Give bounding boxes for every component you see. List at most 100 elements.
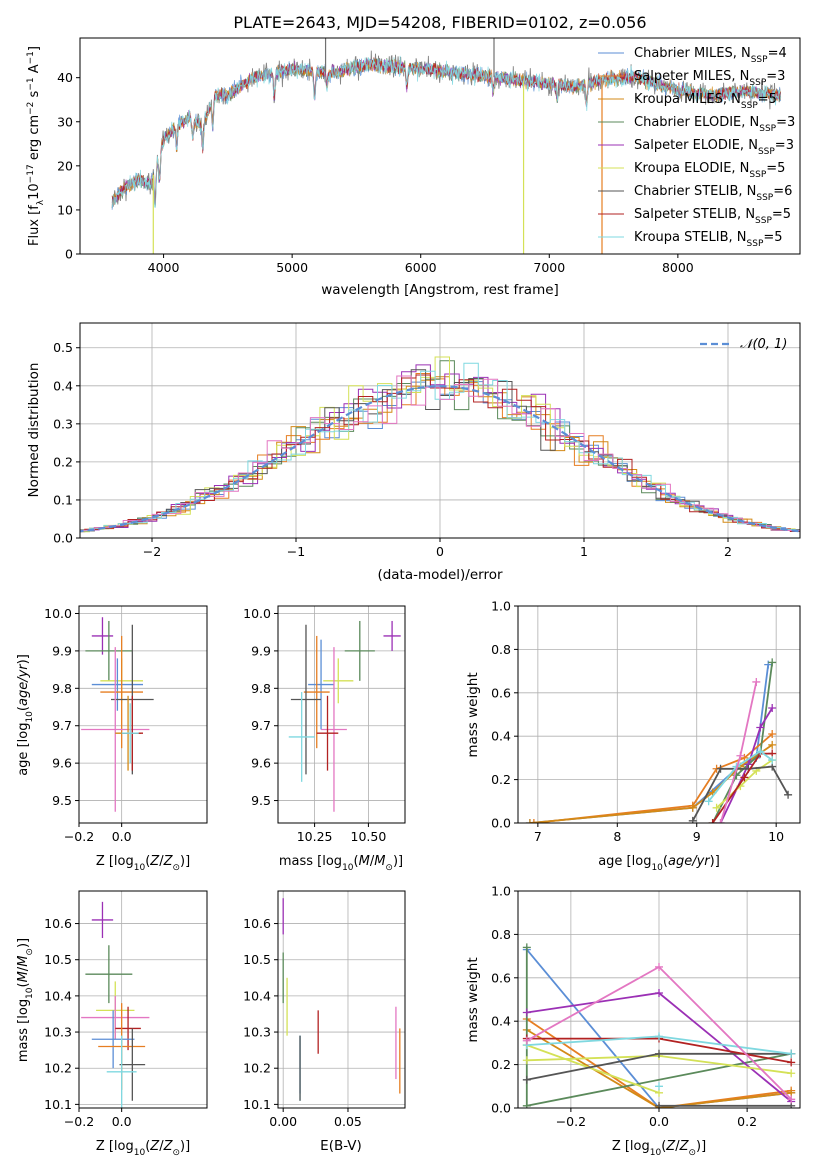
- plus-marker: [655, 1101, 663, 1108]
- y-tick-label: 10.0: [243, 606, 271, 621]
- legend-entry: 𝒩(0, 1): [740, 337, 787, 352]
- x-tick-label: 0.0: [112, 829, 132, 844]
- legend: Chabrier MILES, NSSP=4 Salpeter MILES, NS…: [598, 46, 795, 249]
- plus-marker: [655, 1049, 663, 1058]
- y-tick-label: 10.3: [243, 1025, 271, 1040]
- y-axis-label: Normed distribution: [26, 363, 42, 498]
- axes-frame: [517, 605, 801, 824]
- y-tick-label: 9.5: [52, 793, 72, 808]
- plus-marker: [784, 790, 793, 799]
- legend-entry: Kroupa ELODIE, NSSP=5: [634, 161, 785, 180]
- axes-frame: [79, 37, 801, 255]
- spectrum-line: [111, 55, 782, 209]
- x-tick-label: 0.00: [269, 1114, 297, 1129]
- plus-marker: [522, 1036, 531, 1045]
- y-tick-label: 0.4: [491, 729, 511, 744]
- axes-spectrum: 4000 5000 6000 7000 8000 0 10 20 30 40 wavelength …: [26, 37, 801, 298]
- axes-residuals: −2 −1 0 1 2 0.0 0.1 0.2 0.3 0.4 0.5 𝒩(0, 1) (data-mo…: [26, 322, 801, 583]
- x-tick-label: 0.2: [737, 1114, 757, 1129]
- y-tick-label: 1.0: [491, 599, 511, 614]
- y-tick-label: 0.2: [53, 454, 73, 469]
- plot-area-age-vs-mass: [288, 620, 401, 812]
- axes-frame: [78, 605, 208, 824]
- x-axis-label: Z [log10(Z/Z⊙)]: [96, 854, 190, 873]
- axes-frame: [78, 890, 208, 1109]
- histogram-series: [80, 356, 800, 533]
- x-tick-label: −2: [143, 544, 161, 559]
- weight-line: [526, 1018, 792, 1108]
- x-axis-label: E(B-V): [320, 1138, 362, 1154]
- x-tick-label: 4000: [148, 260, 180, 275]
- legend-entry: Kroupa STELIB, NSSP=5: [634, 230, 783, 249]
- y-tick-label: 0.4: [491, 1014, 511, 1029]
- plus-marker: [708, 819, 717, 823]
- y-tick-label: 0.8: [491, 927, 511, 942]
- weight-line: [711, 752, 773, 823]
- plus-marker: [768, 658, 777, 667]
- y-tick-label: 9.7: [251, 718, 271, 733]
- plus-marker: [655, 1032, 663, 1041]
- x-tick-label: 5000: [276, 260, 308, 275]
- y-tick-label: 10.4: [44, 988, 72, 1003]
- plus-marker: [756, 723, 765, 732]
- y-tick-label: 0.0: [491, 816, 511, 831]
- weight-line: [719, 707, 773, 823]
- plus-marker: [655, 962, 663, 971]
- plus-marker: [768, 703, 777, 712]
- plus-marker: [712, 803, 721, 812]
- y-tick-label: 10.1: [243, 1097, 271, 1112]
- x-tick-label: 0: [436, 544, 444, 559]
- plus-marker: [787, 1058, 796, 1067]
- plus-marker: [688, 803, 697, 812]
- y-tick-label: 0.0: [53, 531, 73, 546]
- y-tick-label: 9.9: [52, 643, 72, 658]
- x-tick-label: −1: [287, 544, 305, 559]
- plot-area-age-vs-Z: [81, 617, 154, 812]
- x-tick-label: 1: [580, 544, 588, 559]
- y-tick-label: 0.6: [491, 685, 511, 700]
- weight-line: [529, 744, 773, 823]
- x-tick-label: 0.05: [334, 1114, 362, 1129]
- legend-entry: Chabrier STELIB, NSSP=6: [634, 184, 792, 203]
- x-axis-label: Z [log10(Z/Z⊙)]: [612, 1139, 706, 1158]
- x-tick-label: −0.2: [64, 829, 94, 844]
- plot-area-massweight-vs-age: [525, 658, 793, 823]
- legend-entry: Salpeter ELODIE, NSSP=3: [634, 138, 794, 157]
- y-tick-label: 10.1: [44, 1097, 72, 1112]
- axes-age-vs-Z: −0.2 0.0 9.5 9.6 9.7 9.8 9.9 10.0 Z [log10(Z/Z⊙)…: [16, 605, 208, 873]
- y-tick-label: 0.3: [53, 416, 73, 431]
- x-tick-label: 0.0: [112, 1114, 132, 1129]
- legend-entry: Chabrier ELODIE, NSSP=3: [634, 115, 795, 134]
- legend-entry: Salpeter MILES, NSSP=3: [634, 69, 785, 88]
- axes-massweight-vs-Z: −0.2 0.0 0.2 0.0 0.2 0.4 0.6 0.8 1.0 Z [log10(Z/Z…: [465, 884, 801, 1158]
- axes-age-vs-mass: 10.25 10.50 9.5 9.6 9.7 9.8 9.9 10.0 mass [log10…: [243, 605, 406, 873]
- y-tick-label: 0.0: [491, 1101, 511, 1116]
- plus-marker: [736, 751, 745, 760]
- y-tick-label: 10.3: [44, 1025, 72, 1040]
- axes-frame: [277, 605, 406, 824]
- plus-marker: [529, 819, 538, 823]
- weight-line: [707, 750, 773, 802]
- x-tick-label: 9: [693, 829, 701, 844]
- x-tick-label: 8: [613, 829, 621, 844]
- plot-area-mass-vs-Z: [81, 901, 150, 1108]
- plot-group: 4000 5000 6000 7000 8000010203040wavelength …: [16, 37, 801, 1158]
- y-tick-label: 40: [57, 70, 73, 85]
- y-tick-label: 0: [65, 247, 73, 262]
- plus-marker: [768, 740, 777, 749]
- normal-curve: [80, 385, 800, 533]
- x-tick-label: 7: [534, 829, 542, 844]
- plus-marker: [740, 773, 749, 782]
- y-axis-label: Flux [fλ10−17 erg cm−2 s−1 A−1]: [26, 46, 46, 246]
- y-tick-label: 0.5: [53, 340, 73, 355]
- plus-marker: [522, 1056, 531, 1065]
- y-tick-label: 0.8: [491, 642, 511, 657]
- axes-frame: [277, 890, 406, 1109]
- plus-marker: [752, 677, 761, 686]
- plus-marker: [768, 756, 777, 765]
- plus-marker: [655, 1082, 663, 1091]
- y-tick-label: 0.6: [491, 970, 511, 985]
- x-axis-label: (data-model)/error: [377, 567, 503, 583]
- x-axis-label: mass [log10(M/M⊙)]: [279, 854, 403, 873]
